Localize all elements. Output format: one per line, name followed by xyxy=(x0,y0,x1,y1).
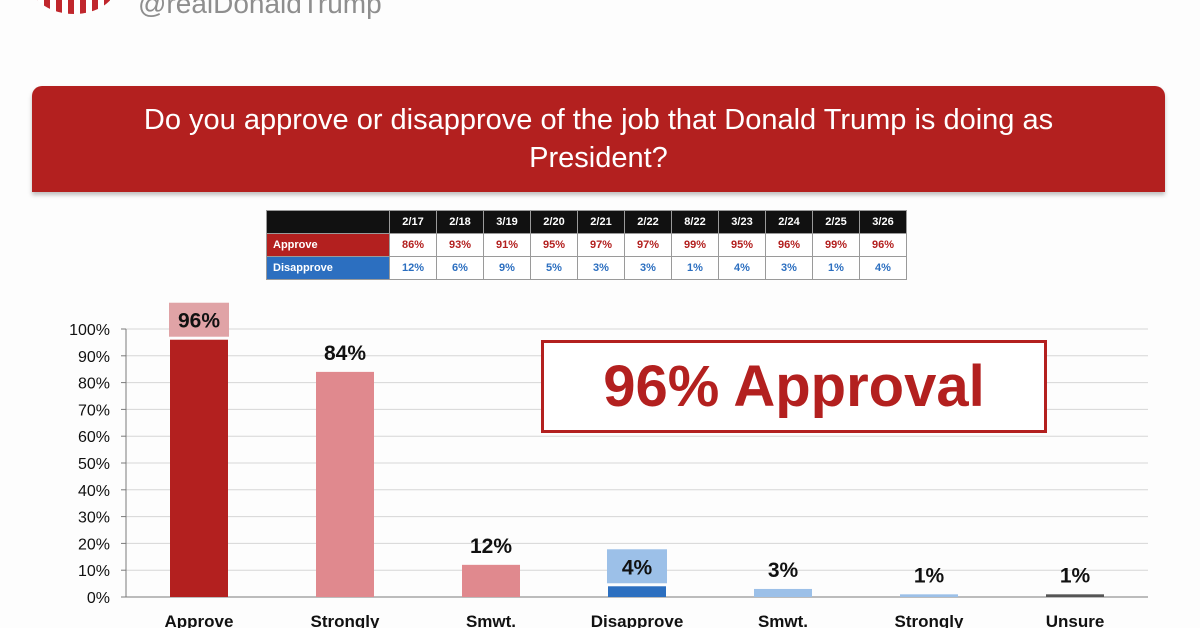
data-label: 96% xyxy=(178,310,220,333)
y-tick-label: 20% xyxy=(78,536,110,553)
table-approve-cell: 99% xyxy=(812,233,860,257)
table-date-cell: 2/17 xyxy=(389,210,437,234)
poll-history-table: 2/17 2/18 3/19 2/20 2/21 2/22 8/22 3/23 2/24 2/25… xyxy=(266,210,907,280)
table-header-row: 2/17 2/18 3/19 2/20 2/21 2/22 8/22 3/23 2/24 2/25… xyxy=(266,210,907,234)
table-disapprove-cell: 1% xyxy=(671,256,719,280)
question-text: Do you approve or disapprove of the job … xyxy=(143,104,1054,174)
table-disapprove-cell: 3% xyxy=(765,256,813,280)
data-label: 1% xyxy=(914,564,945,587)
bar xyxy=(316,371,374,597)
bar xyxy=(170,339,228,597)
data-label: 1% xyxy=(1060,564,1091,587)
y-tick-label: 90% xyxy=(78,349,110,366)
data-label: 84% xyxy=(324,342,366,365)
table-approve-cell: 86% xyxy=(389,233,437,257)
category-label: Smwt. xyxy=(466,612,516,628)
y-tick-label: 80% xyxy=(78,376,110,393)
table-date-cell: 3/26 xyxy=(859,210,907,234)
table-row-disapprove: Disapprove 12% 6% 9% 5% 3% 3% 1% 4% 3% 1% 4% xyxy=(266,256,907,280)
table-disapprove-cell: 4% xyxy=(859,256,907,280)
bar xyxy=(608,586,666,597)
bar xyxy=(900,594,958,597)
y-tick-label: 0% xyxy=(87,590,110,607)
table-approve-cell: 99% xyxy=(671,233,719,257)
table-corner-cell xyxy=(266,210,390,234)
category-label: Unsure xyxy=(1046,612,1105,628)
table-date-cell: 2/18 xyxy=(436,210,484,234)
table-approve-cell: 93% xyxy=(436,233,484,257)
bar xyxy=(462,564,520,597)
table-date-cell: 3/19 xyxy=(483,210,531,234)
category-label: Disapprove xyxy=(591,612,684,628)
y-tick-label: 70% xyxy=(78,402,110,419)
y-tick-label: 30% xyxy=(78,510,110,527)
category-label: Strongly xyxy=(311,612,380,628)
table-disapprove-cell: 12% xyxy=(389,256,437,280)
category-label: Strongly xyxy=(895,612,964,628)
y-tick-label: 50% xyxy=(78,456,110,473)
table-approve-cell: 95% xyxy=(530,233,578,257)
user-handle[interactable]: @realDonaldTrump xyxy=(138,0,382,19)
table-disapprove-cell: 9% xyxy=(483,256,531,280)
table-disapprove-cell: 3% xyxy=(624,256,672,280)
category-label: Approve xyxy=(165,612,234,628)
table-disapprove-cell: 4% xyxy=(718,256,766,280)
y-tick-label: 40% xyxy=(78,483,110,500)
table-date-cell: 2/22 xyxy=(624,210,672,234)
table-date-cell: 2/24 xyxy=(765,210,813,234)
y-tick-label: 100% xyxy=(69,322,110,339)
table-row-approve: Approve 86% 93% 91% 95% 97% 97% 99% 95% 96% 99% 96% xyxy=(266,233,907,257)
bar xyxy=(1046,594,1104,597)
question-banner: Do you approve or disapprove of the job … xyxy=(32,86,1165,192)
table-approve-cell: 95% xyxy=(718,233,766,257)
table-approve-cell: 97% xyxy=(624,233,672,257)
table-disapprove-cell: 3% xyxy=(577,256,625,280)
row-label-disapprove: Disapprove xyxy=(266,256,390,280)
table-disapprove-cell: 5% xyxy=(530,256,578,280)
y-tick-label: 10% xyxy=(78,563,110,580)
data-label: 3% xyxy=(768,559,799,582)
bar xyxy=(754,588,812,597)
row-label-approve: Approve xyxy=(266,233,390,257)
table-approve-cell: 96% xyxy=(859,233,907,257)
data-label-highlight xyxy=(607,549,667,584)
data-label: 12% xyxy=(470,535,512,558)
table-approve-cell: 91% xyxy=(483,233,531,257)
y-tick-label: 60% xyxy=(78,429,110,446)
table-date-cell: 8/22 xyxy=(671,210,719,234)
approval-stamp: 96% Approval xyxy=(541,340,1047,433)
table-date-cell: 2/20 xyxy=(530,210,578,234)
category-label: Smwt. xyxy=(758,612,808,628)
table-disapprove-cell: 6% xyxy=(436,256,484,280)
table-date-cell: 2/21 xyxy=(577,210,625,234)
data-label: 4% xyxy=(622,556,653,579)
data-label-highlight xyxy=(169,302,229,337)
table-date-cell: 2/25 xyxy=(812,210,860,234)
